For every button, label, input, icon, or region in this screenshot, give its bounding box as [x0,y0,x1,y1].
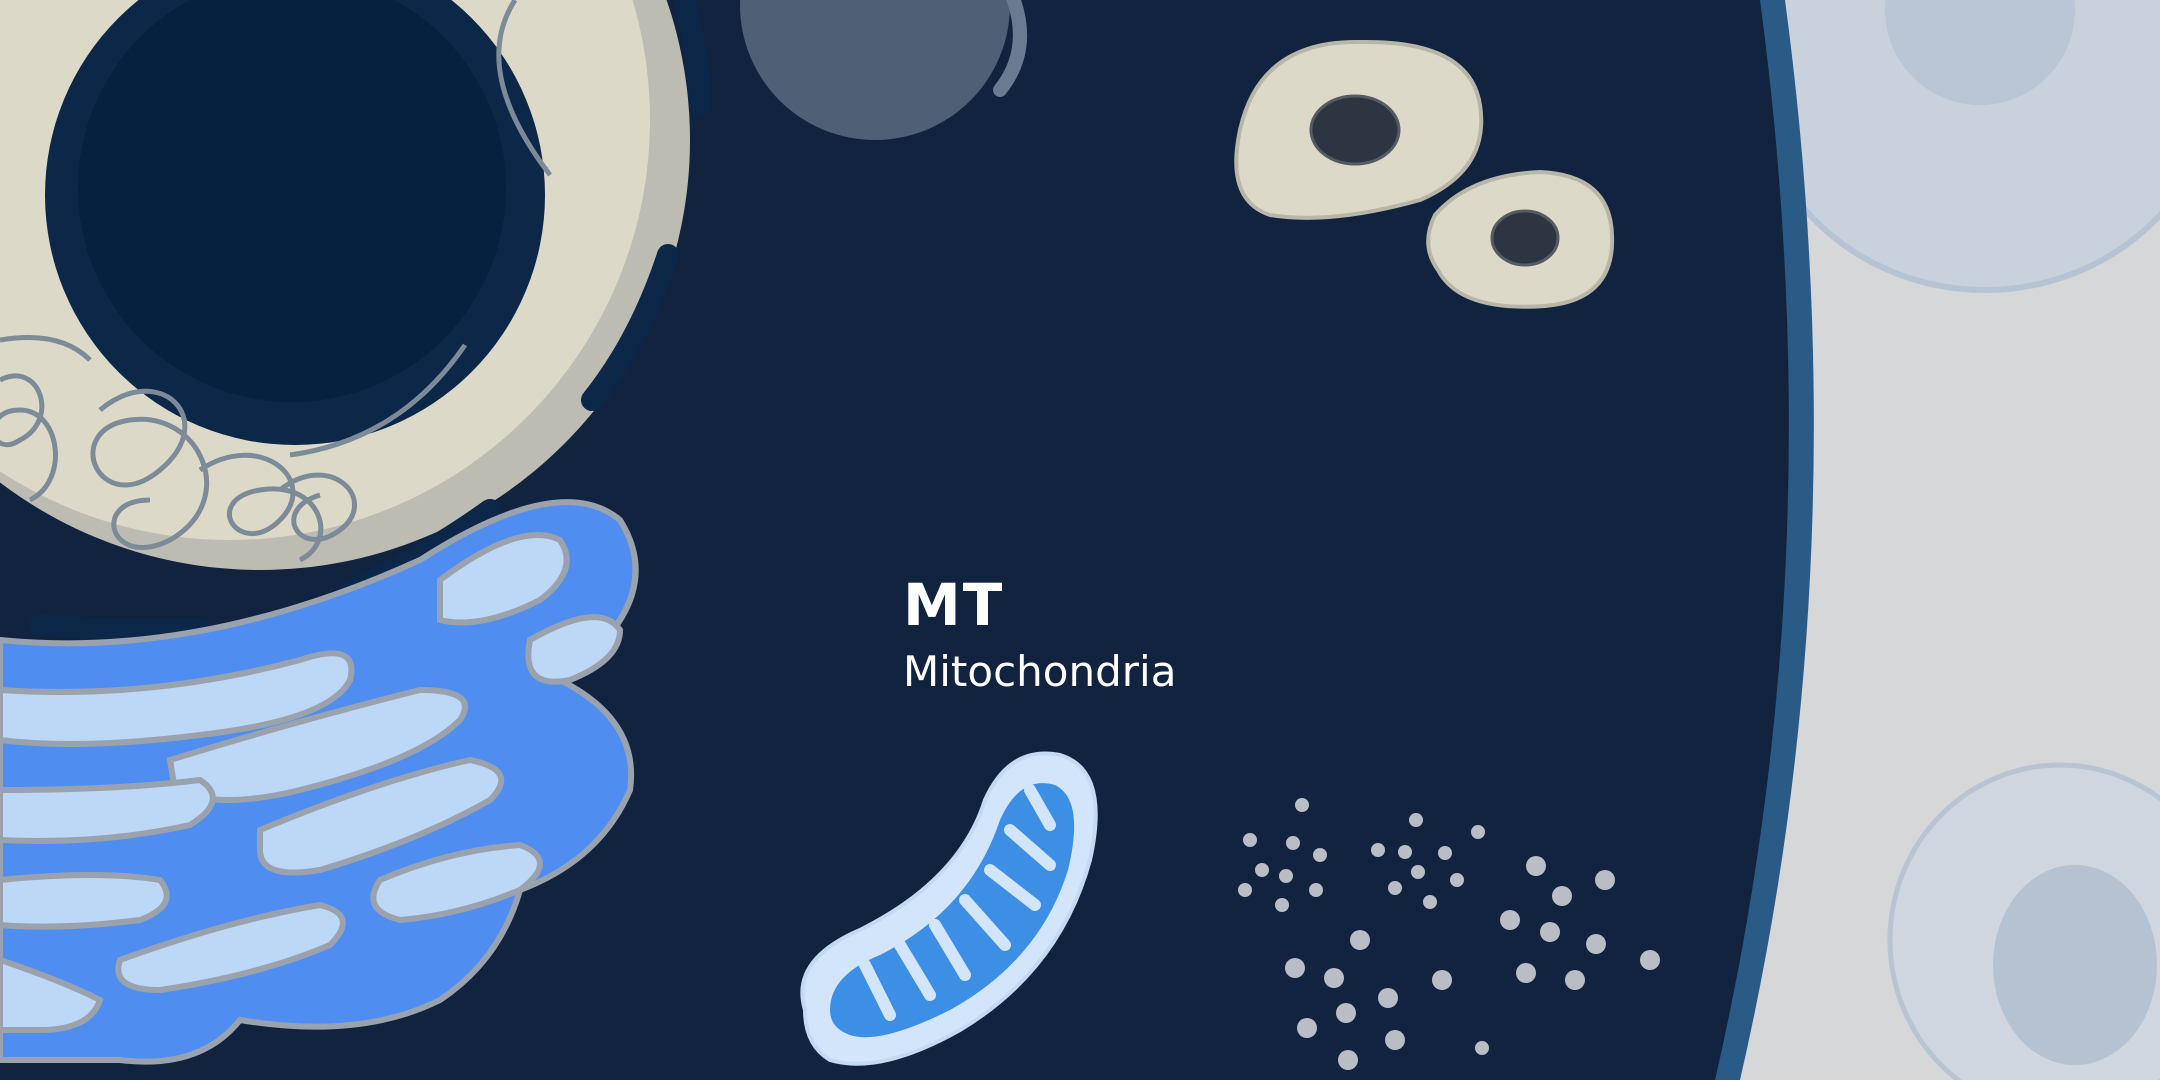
golgi-apparatus [0,499,639,1065]
ribosome-dots [1238,798,1660,1070]
organelle-label: MT Mitochondria [903,570,1176,700]
vesicles [1234,39,1615,309]
organelle-abbreviation: MT [903,571,1005,639]
mitochondrion [800,751,1098,1066]
nucleus [0,0,711,641]
neighbor-cell-bottom [1887,762,2160,1080]
vacuole [740,0,1027,140]
organelle-name: Mitochondria [903,647,1177,696]
neighbor-cell-top [1747,0,2160,293]
